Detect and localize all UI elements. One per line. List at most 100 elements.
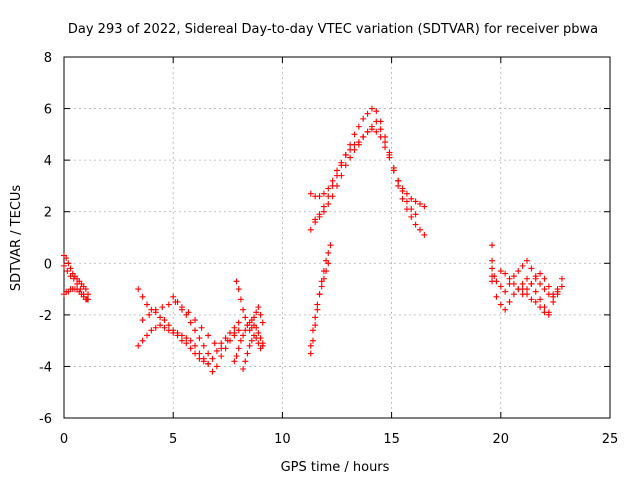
- data-point: [174, 332, 181, 339]
- data-point: [259, 319, 266, 326]
- data-point: [506, 298, 513, 305]
- data-point: [139, 293, 146, 300]
- data-point: [316, 291, 323, 298]
- data-point: [192, 317, 199, 324]
- data-point: [240, 332, 247, 339]
- data-point: [355, 141, 362, 148]
- data-point: [255, 329, 262, 336]
- data-point: [360, 115, 367, 122]
- data-point: [342, 162, 349, 169]
- data-point: [218, 353, 225, 360]
- x-tick-label: 0: [60, 432, 68, 447]
- data-point: [320, 190, 327, 197]
- data-point: [146, 311, 153, 318]
- data-point: [192, 342, 199, 349]
- y-tick-label: 6: [44, 103, 52, 118]
- series-arc-1a: [61, 252, 92, 298]
- data-point: [368, 123, 375, 130]
- data-point: [218, 340, 225, 347]
- data-point: [170, 329, 177, 336]
- data-point: [416, 226, 423, 233]
- series-arc-2d: [170, 293, 212, 357]
- data-point: [382, 139, 389, 146]
- data-point: [373, 128, 380, 135]
- data-point: [159, 304, 166, 311]
- data-point: [524, 275, 531, 282]
- data-point: [351, 146, 358, 153]
- data-point: [307, 342, 314, 349]
- data-point: [165, 322, 172, 329]
- x-tick-label: 25: [602, 432, 619, 447]
- series-arc-2f: [231, 304, 266, 365]
- x-axis-label: GPS time / hours: [281, 460, 390, 475]
- data-point: [325, 185, 332, 192]
- data-point: [77, 286, 84, 293]
- data-point: [178, 306, 185, 313]
- data-point: [489, 257, 496, 264]
- data-point: [148, 327, 155, 334]
- data-point: [200, 342, 207, 349]
- data-point: [386, 151, 393, 158]
- chart-grid: [64, 57, 610, 418]
- data-point: [532, 275, 539, 282]
- data-point: [493, 293, 500, 300]
- data-point: [325, 260, 332, 267]
- data-point: [183, 311, 190, 318]
- data-point: [528, 280, 535, 287]
- data-point: [187, 345, 194, 352]
- data-point: [183, 340, 190, 347]
- data-point: [506, 275, 513, 282]
- data-point: [554, 286, 561, 293]
- data-point: [537, 304, 544, 311]
- data-point: [135, 286, 142, 293]
- data-point: [161, 324, 168, 331]
- data-point: [377, 133, 384, 140]
- series-arc-4b: [493, 275, 565, 316]
- data-point: [541, 275, 548, 282]
- data-point: [497, 301, 504, 308]
- data-point: [519, 262, 526, 269]
- data-point: [334, 182, 340, 189]
- data-point: [408, 195, 415, 202]
- data-point: [242, 327, 249, 334]
- series-arc-2b: [135, 319, 242, 367]
- series-arc-4e: [489, 242, 498, 285]
- data-point: [316, 213, 323, 220]
- data-point: [143, 332, 150, 339]
- data-point: [139, 337, 146, 344]
- data-point: [213, 347, 220, 354]
- series-arc-3e: [312, 118, 419, 223]
- data-point: [152, 324, 159, 331]
- data-point: [213, 363, 220, 370]
- data-point: [318, 283, 325, 290]
- y-tick-label: -6: [39, 412, 52, 427]
- data-point: [545, 311, 552, 318]
- data-point: [515, 268, 522, 275]
- data-point: [399, 188, 406, 195]
- data-point: [157, 322, 164, 329]
- data-point: [316, 193, 323, 200]
- data-point: [200, 358, 207, 365]
- data-point: [360, 133, 367, 140]
- series-arc-3d: [307, 126, 428, 210]
- data-point: [255, 340, 262, 347]
- data-point: [519, 280, 526, 287]
- data-point: [309, 327, 316, 334]
- data-point: [240, 366, 247, 373]
- data-point: [550, 298, 557, 305]
- data-point: [323, 268, 330, 275]
- series-arc-1c: [61, 262, 90, 303]
- data-point: [157, 314, 164, 321]
- data-point: [139, 317, 146, 324]
- data-point: [502, 306, 509, 313]
- data-point: [314, 306, 321, 313]
- x-tick-label: 20: [493, 432, 510, 447]
- data-point: [152, 306, 159, 313]
- data-point: [196, 355, 203, 362]
- data-point: [240, 306, 247, 313]
- data-point: [187, 337, 194, 344]
- data-point: [64, 268, 71, 275]
- x-tick-label: 10: [274, 432, 291, 447]
- data-point: [528, 265, 535, 272]
